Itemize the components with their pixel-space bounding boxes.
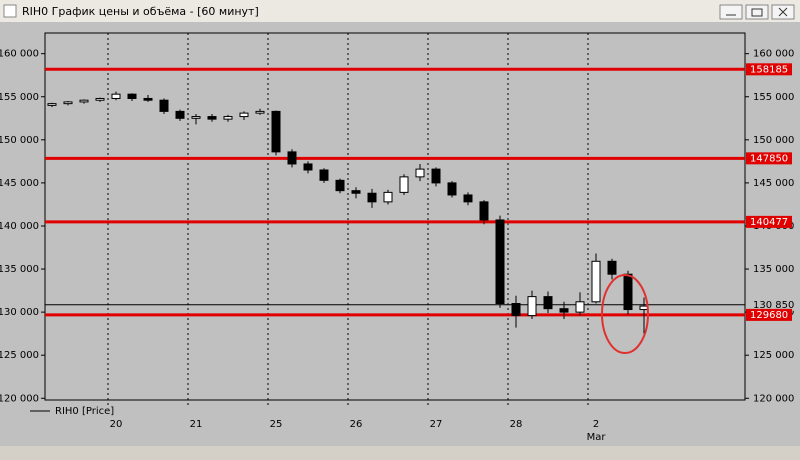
candle-body [607,260,617,275]
candle-body [623,273,633,311]
candle-body [111,93,121,99]
y-tick-label-right: 145 000 [753,178,794,189]
plot-frame [44,32,746,401]
candle-body [463,194,473,203]
restore-icon [751,8,763,17]
candle-body [223,116,233,120]
y-tick-label: 140 000 [0,221,39,232]
last-price-tag [746,298,800,311]
candle-body [79,99,89,103]
highlight-circle [601,274,649,354]
candle-body [255,110,265,114]
candle-body [127,93,137,99]
y-tick-label-right: 150 000 [753,135,794,146]
x-tick-label: 27 [430,419,443,430]
level-label: 158185 [750,64,788,75]
candle-body [63,101,73,105]
y-tick-label: 135 000 [0,264,39,275]
x-tick-label: 28 [510,419,523,430]
candle-body [527,296,537,317]
candle-body [367,192,377,203]
candle-body [415,168,425,178]
candle-body [399,176,409,193]
window-buttons[interactable] [719,4,795,20]
x-sublabel: Mar [587,432,607,443]
window-icon [3,4,17,18]
level-label: 147850 [750,153,788,164]
candle-body [159,99,169,112]
level-tag [746,308,792,321]
legend-label: RIH0 [Price] [55,406,114,417]
level-tag [746,215,792,228]
candle-body [95,97,105,101]
y-tick-label-right: 120 000 [753,393,794,404]
y-tick-label: 120 000 [0,393,39,404]
candle-body [271,110,281,153]
close-icon [778,7,788,17]
y-tick-label: 160 000 [0,49,39,60]
candle-body [335,179,345,192]
status-bar [0,446,800,460]
x-tick-label: 25 [270,419,283,430]
candle-body [351,190,361,194]
candle-body [575,301,585,313]
level-tag [746,63,792,76]
minimize-button[interactable] [719,4,743,20]
candle-body [319,169,329,181]
level-tag [746,152,792,165]
title-bar [0,0,800,22]
window-title: RIH0 График цены и объёма - [60 минут] [22,5,259,18]
candle-body [559,308,569,313]
candle-body [479,201,489,221]
candle-body [495,219,505,305]
x-tick-label: 2 [593,419,599,430]
y-tick-label: 155 000 [0,92,39,103]
candle-body [447,182,457,196]
y-tick-label-right: 125 000 [753,350,794,361]
candle-body [239,112,249,118]
last-price-label: 130 850 [753,300,794,311]
candle-body [143,97,153,101]
restore-button[interactable] [745,4,769,20]
candle-body [207,116,217,120]
x-tick-label: 20 [110,419,123,430]
candle-body [431,168,441,184]
x-tick-label: 26 [350,419,363,430]
y-tick-label-right: 155 000 [753,92,794,103]
candle-body [191,116,201,119]
candle-body [511,303,521,317]
candle-body [303,163,313,171]
candle-body [47,103,57,106]
y-tick-label-right: 135 000 [753,264,794,275]
candle-body [543,296,553,310]
candle-body [287,151,297,165]
x-tick-label: 21 [190,419,203,430]
y-tick-label: 125 000 [0,350,39,361]
y-tick-label: 130 000 [0,307,39,318]
candle-body [383,191,393,203]
candle-body [175,110,185,119]
candle-body [591,260,601,303]
y-tick-label: 145 000 [0,178,39,189]
y-tick-label-right: 160 000 [753,49,794,60]
y-tick-label: 150 000 [0,135,39,146]
level-label: 129680 [750,310,788,321]
level-label: 140477 [750,217,788,228]
